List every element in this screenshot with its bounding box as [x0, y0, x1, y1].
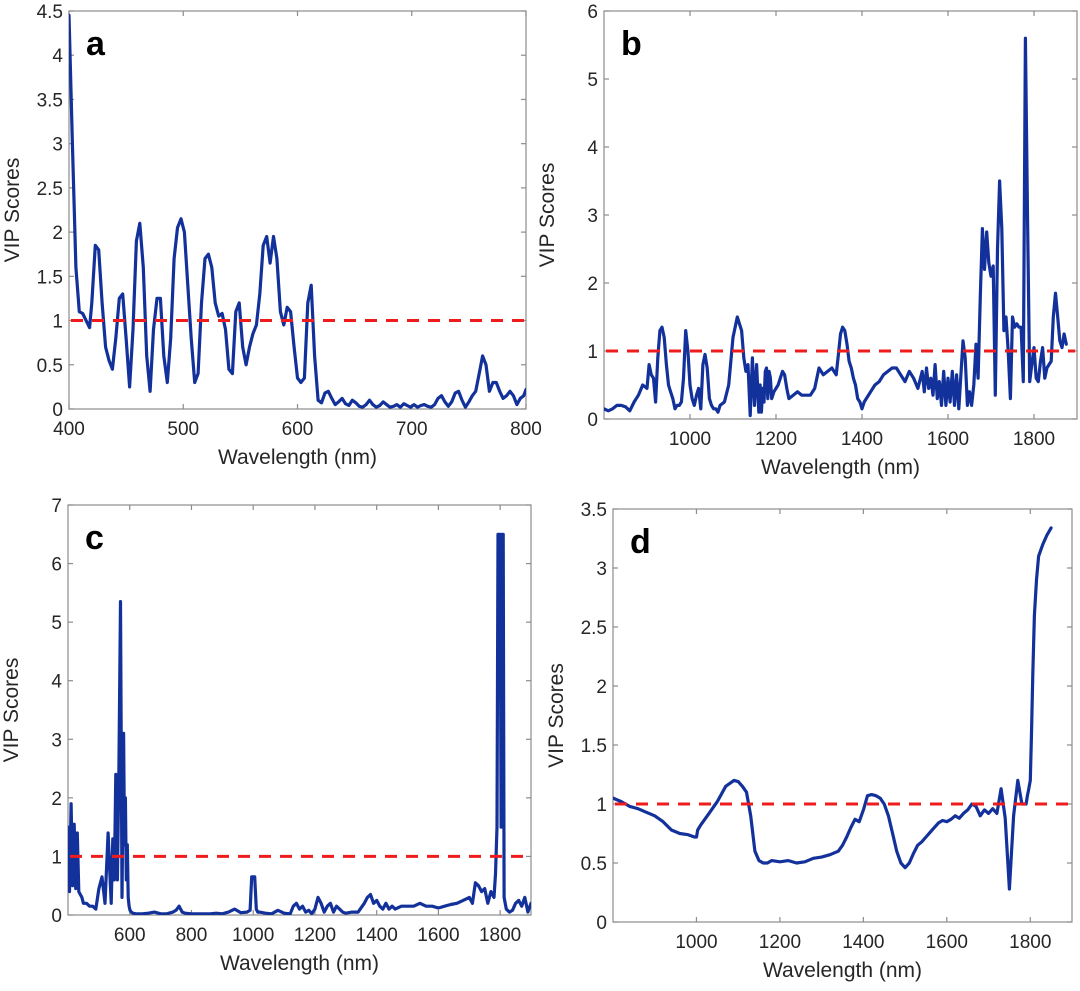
y-tick-label: 3 [596, 559, 607, 580]
y-tick-label: 3 [52, 135, 63, 156]
y-tick-label: 2.5 [37, 179, 63, 200]
y-tick-label: 0 [596, 913, 607, 934]
y-tick-label: 2 [51, 789, 62, 810]
x-tick-label: 1200 [755, 429, 797, 450]
panel-letter: c [85, 519, 104, 557]
x-tick-label: 1000 [232, 925, 274, 946]
y-tick-label: 3 [587, 206, 598, 227]
x-tick-label: 800 [176, 925, 208, 946]
y-axis-title: VIP Scores [1, 158, 24, 263]
y-tick-label: 1 [51, 847, 62, 868]
panel-letter: a [86, 25, 106, 63]
x-tick-label: 500 [167, 419, 199, 440]
y-axis-title: VIP Scores [0, 658, 23, 763]
y-tick-label: 2 [587, 274, 598, 295]
y-axis-title: VIP Scores [545, 663, 568, 768]
y-tick-label: 4 [51, 672, 62, 693]
x-tick-label: 1400 [842, 932, 884, 953]
panel-a: 400 500 600 700 800 0 0.5 1 1.5 2 2.5 3 3.5 4 4.5 Wavel… [1, 2, 542, 469]
x-tick-label: 1600 [417, 925, 459, 946]
series-line-vip [68, 532, 531, 915]
x-tick-label: 600 [282, 419, 314, 440]
x-tick-label: 1800 [1013, 429, 1055, 450]
y-axis-title: VIP Scores [536, 163, 559, 268]
plot-frame [603, 10, 1078, 420]
y-tick-label: 6 [587, 2, 598, 23]
x-tick-label: 1000 [675, 932, 717, 953]
y-tick-label: 5 [587, 70, 598, 91]
x-tick-label: 600 [114, 925, 146, 946]
x-axis-title: Wavelength (nm) [220, 952, 379, 975]
x-axis-title: Wavelength (nm) [761, 456, 920, 479]
x-tick-label: 1600 [926, 932, 968, 953]
x-axis-title: Wavelength (nm) [218, 446, 377, 469]
y-tick-label: 2 [52, 223, 63, 244]
x-tick-label: 1400 [356, 925, 398, 946]
series-line-vip [604, 36, 1068, 418]
panel-d: 1000 1200 1400 1600 1800 0 0.5 1 1.5 2 2.5 3 3.5 Wave… [545, 500, 1073, 982]
plot-frame [67, 504, 532, 916]
y-tick-label: 2 [596, 677, 607, 698]
y-tick-label: 6 [51, 555, 62, 576]
y-tick-label: 0 [52, 400, 63, 421]
plot-frame [612, 508, 1073, 923]
y-tick-label: 0 [51, 906, 62, 927]
series-line-vip [69, 13, 526, 409]
y-tick-label: 1 [587, 342, 598, 363]
x-tick-label: 1600 [927, 429, 969, 450]
x-tick-label: 1200 [294, 925, 336, 946]
x-tick-label: 1800 [1009, 932, 1051, 953]
y-tick-label: 4.5 [37, 2, 63, 23]
panel-b: 1000 1200 1400 1600 1800 0 1 2 3 4 5 6 Wavelength (n… [536, 2, 1078, 479]
x-tick-label: 1200 [759, 932, 801, 953]
y-tick-label: 7 [51, 496, 62, 517]
y-tick-label: 5 [51, 613, 62, 634]
plot-frame [68, 10, 527, 410]
y-tick-label: 1.5 [37, 267, 63, 288]
x-tick-label: 1800 [479, 925, 521, 946]
x-axis-title: Wavelength (nm) [763, 959, 922, 982]
y-tick-label: 4 [52, 46, 63, 67]
panel-letter: d [630, 523, 651, 561]
y-tick-label: 0.5 [581, 854, 607, 875]
x-tick-label: 1400 [841, 429, 883, 450]
y-tick-label: 1.5 [581, 736, 607, 757]
panel-letter: b [621, 25, 642, 63]
y-tick-label: 1 [52, 312, 63, 333]
y-tick-label: 3.5 [581, 500, 607, 521]
y-tick-label: 4 [587, 138, 598, 159]
y-tick-label: 3.5 [37, 90, 63, 111]
x-tick-label: 1000 [669, 429, 711, 450]
y-tick-label: 2.5 [581, 618, 607, 639]
y-tick-label: 0 [587, 410, 598, 431]
x-tick-label: 800 [510, 419, 542, 440]
y-tick-label: 3 [51, 730, 62, 751]
y-tick-label: 1 [596, 795, 607, 816]
series-line-vip [613, 526, 1053, 891]
y-tick-label: 0.5 [37, 356, 63, 377]
panel-c: 600 800 1000 1200 1400 1600 1800 0 1 2 3 4 5 6 7 Wavele… [0, 496, 532, 975]
x-tick-label: 400 [53, 419, 85, 440]
x-tick-label: 700 [396, 419, 428, 440]
